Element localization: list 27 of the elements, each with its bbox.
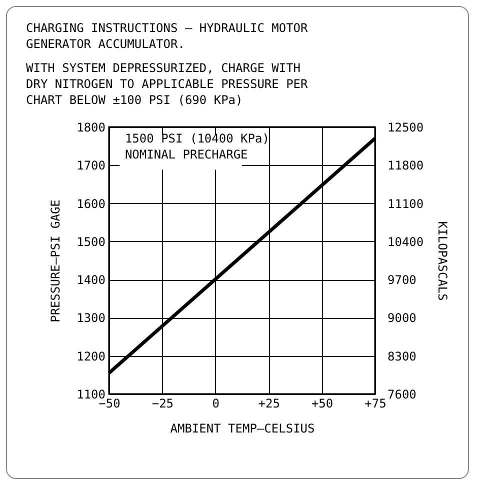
y-tick-label: 1600	[76, 196, 106, 211]
x-tick-label: +50	[311, 396, 334, 410]
x-tick-label: +25	[258, 396, 280, 410]
y-tick-label: 1500	[76, 234, 106, 249]
y-tick-label: 1100	[76, 388, 106, 402]
y-tick-label: 1800	[76, 120, 106, 134]
x-tick-label: −25	[152, 396, 174, 410]
y2-tick-label: 8300	[388, 349, 416, 364]
y2-tick-label: 7600	[388, 388, 416, 402]
x-tick-label: 0	[212, 396, 220, 410]
y-tick-label: 1700	[76, 158, 106, 173]
y2-tick-label: 11100	[388, 196, 424, 211]
y2-tick-label: 9000	[388, 311, 416, 326]
y-axis-title: PRESSURE—PSI GAGE	[48, 200, 63, 322]
y-tick-label: 1200	[76, 349, 106, 364]
y-tick-label: 1400	[76, 273, 106, 288]
y-tick-label: 1300	[76, 311, 106, 326]
chart-subtitle: WITH SYSTEM DEPRESSURIZED, CHARGE WITH DRY NITROGEN TO APPLICABLE PRESSURE PER CHART BELOW ±100 PSI (690 KPa)	[26, 61, 309, 107]
y2-axis-title: KILOPASCALS	[436, 221, 450, 301]
x-tick-label: +75	[364, 396, 386, 410]
annotation: 1500 PSI (10400 KPa) NOMINAL PRECHARGE	[124, 132, 270, 162]
y2-tick-label: 10400	[388, 234, 424, 249]
chart-title: CHARGING INSTRUCTIONS — HYDRAULIC MOTOR GENERATOR ACCUMULATOR.	[26, 21, 309, 51]
y2-tick-label: 9700	[388, 273, 416, 288]
x-axis-title: AMBIENT TEMP—CELSIUS	[170, 422, 315, 436]
y2-tick-label: 12500	[388, 120, 424, 134]
y2-tick-label: 11800	[388, 158, 424, 173]
